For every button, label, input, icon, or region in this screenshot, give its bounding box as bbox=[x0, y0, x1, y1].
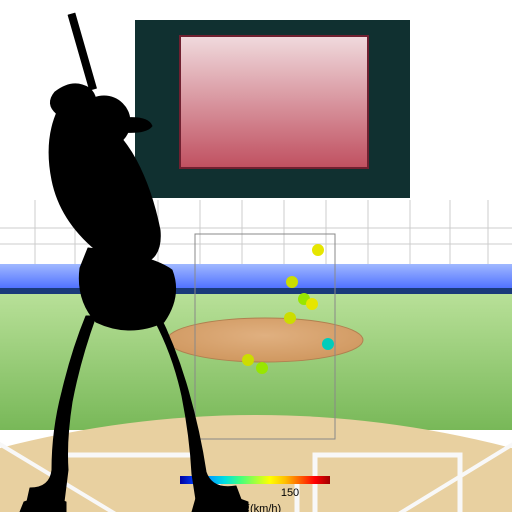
speed-tick-150: 150 bbox=[281, 487, 299, 499]
pitch-location-chart: 100 150 球速(km/h) bbox=[0, 0, 512, 512]
speed-tick-100: 100 bbox=[203, 487, 221, 499]
speed-axis-label: 球速(km/h) bbox=[228, 500, 281, 512]
batter-silhouette bbox=[0, 0, 512, 512]
